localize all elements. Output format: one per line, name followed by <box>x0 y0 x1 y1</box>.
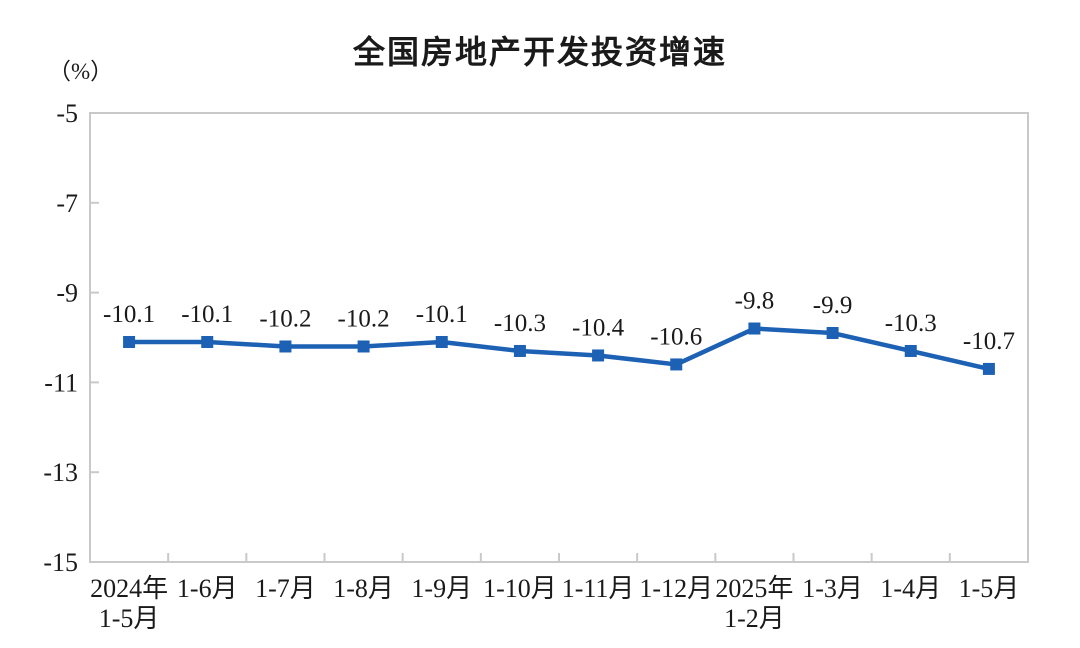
y-tick-label: -11 <box>44 368 78 397</box>
y-tick-label: -15 <box>43 548 78 577</box>
data-point-label: -9.9 <box>813 292 853 319</box>
y-tick-label: -5 <box>56 99 78 128</box>
data-point-marker <box>513 344 526 357</box>
data-point-marker <box>670 358 683 371</box>
x-tick-label: 2025年 <box>715 574 793 603</box>
data-point-label: -9.8 <box>735 288 775 315</box>
data-point-label: -10.4 <box>572 314 625 341</box>
x-tick-label: 1-5月 <box>959 574 1020 603</box>
y-tick-label: -13 <box>43 458 78 487</box>
data-point-marker <box>435 335 448 348</box>
data-point-marker <box>826 327 839 340</box>
y-tick-label: -7 <box>56 189 78 218</box>
data-point-label: -10.6 <box>650 323 702 350</box>
data-point-label: -10.7 <box>963 328 1015 355</box>
data-point-marker <box>357 340 370 353</box>
data-point-marker <box>748 322 761 335</box>
y-axis-unit-label: （%） <box>48 59 114 84</box>
data-point-marker <box>201 335 214 348</box>
data-point-marker <box>279 340 292 353</box>
x-tick-label: 1-7月 <box>255 574 316 603</box>
series-line <box>126 326 992 372</box>
x-tick-label: 2024年 <box>90 574 168 603</box>
x-tick-label: 1-4月 <box>880 574 941 603</box>
x-tick-label: 1-9月 <box>411 574 472 603</box>
y-tick-label: -9 <box>56 279 78 308</box>
x-tick-label: 1-5月 <box>99 604 160 633</box>
data-point-marker <box>592 349 605 362</box>
x-tick-label: 1-12月 <box>639 574 713 603</box>
plot-area-border <box>89 112 1029 563</box>
x-tick-label: 1-3月 <box>802 574 863 603</box>
data-point-marker <box>123 335 136 348</box>
x-tick-label: 1-2月 <box>724 604 785 633</box>
data-point-label: -10.2 <box>338 305 390 332</box>
chart-title: 全国房地产开发投资增速 <box>352 34 727 70</box>
x-tick-label: 1-8月 <box>333 574 394 603</box>
data-point-marker <box>904 344 917 357</box>
data-point-label: -10.1 <box>103 301 155 328</box>
data-point-label: -10.2 <box>259 305 311 332</box>
data-point-label: -10.1 <box>416 301 468 328</box>
x-tick-label: 1-6月 <box>177 574 238 603</box>
data-point-label: -10.3 <box>494 310 546 337</box>
x-tick-label: 1-10月 <box>483 574 557 603</box>
data-point-label: -10.1 <box>181 301 233 328</box>
data-point-marker <box>982 362 995 375</box>
data-point-label: -10.3 <box>885 310 937 337</box>
x-tick-label: 1-11月 <box>562 574 635 603</box>
